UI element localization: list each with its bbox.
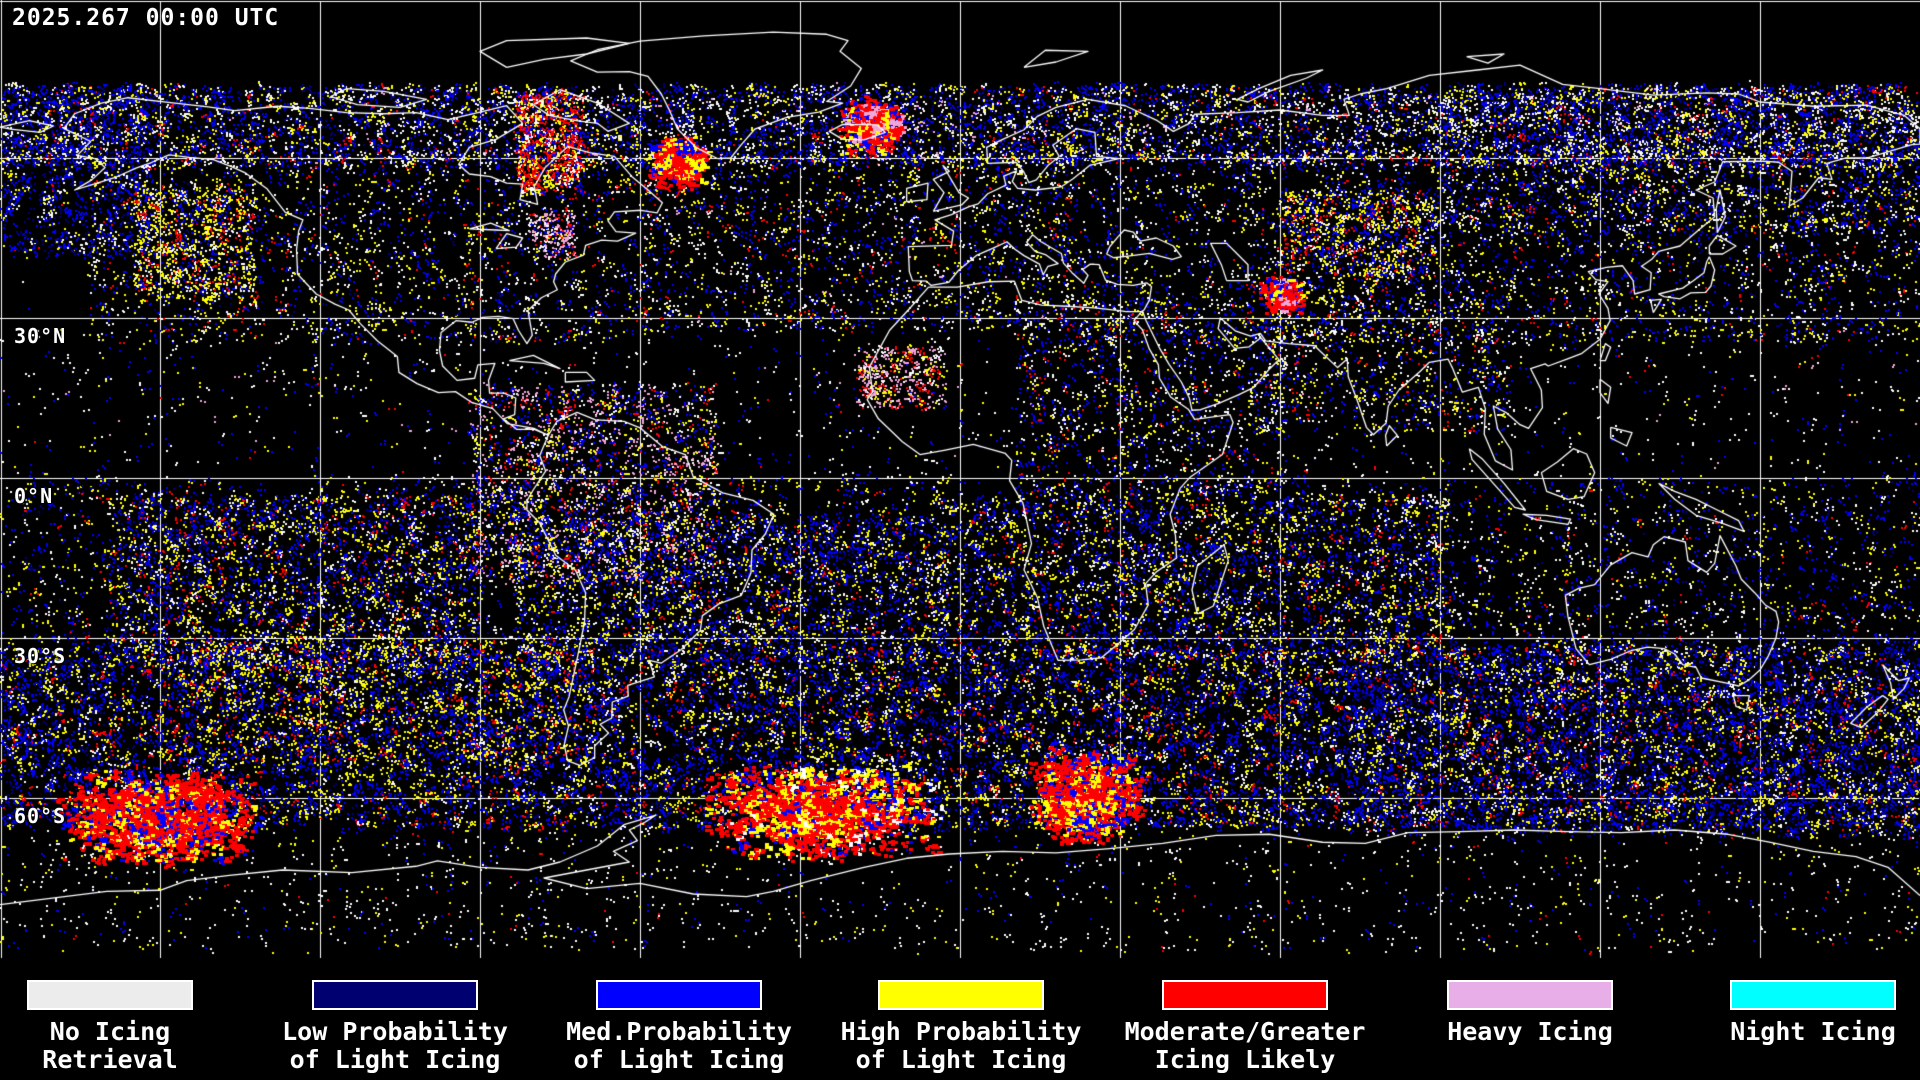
- legend-label: Heavy Icing: [1447, 1017, 1613, 1046]
- world-icing-map: [0, 0, 1920, 962]
- legend-item-low-probability: Low Probability of Light Icing: [235, 980, 555, 1074]
- legend-item-night-icing: Night Icing: [1653, 980, 1920, 1046]
- legend-swatch-low-probability: [312, 980, 478, 1010]
- legend-label: No Icing Retrieval: [42, 1017, 178, 1074]
- legend-label: Moderate/Greater Icing Likely: [1124, 1017, 1366, 1074]
- legend-swatch-moderate-greater: [1162, 980, 1328, 1010]
- legend-item-no-icing: No Icing Retrieval: [0, 980, 270, 1074]
- legend-item-moderate-greater: Moderate/Greater Icing Likely: [1085, 980, 1405, 1074]
- legend-swatch-med-probability: [596, 980, 762, 1010]
- latitude-label-30s: 30°S: [14, 644, 67, 668]
- legend-swatch-no-icing: [27, 980, 193, 1010]
- legend-label: Low Probability of Light Icing: [282, 1017, 508, 1074]
- legend-swatch-high-probability: [878, 980, 1044, 1010]
- legend-item-high-probability: High Probability of Light Icing: [801, 980, 1121, 1074]
- latitude-label-0n: 0°N: [14, 484, 54, 508]
- legend-item-heavy-icing: Heavy Icing: [1370, 980, 1690, 1046]
- legend-item-med-probability: Med.Probability of Light Icing: [519, 980, 839, 1074]
- legend-swatch-night-icing: [1730, 980, 1896, 1010]
- legend-swatch-heavy-icing: [1447, 980, 1613, 1010]
- timestamp-label: 2025.267 00:00 UTC: [12, 5, 280, 31]
- latitude-label-60s: 60°S: [14, 804, 67, 828]
- legend-label: Med.Probability of Light Icing: [566, 1017, 792, 1074]
- latitude-label-30n: 30°N: [14, 324, 67, 348]
- legend-label: High Probability of Light Icing: [840, 1017, 1082, 1074]
- legend-label: Night Icing: [1730, 1017, 1896, 1046]
